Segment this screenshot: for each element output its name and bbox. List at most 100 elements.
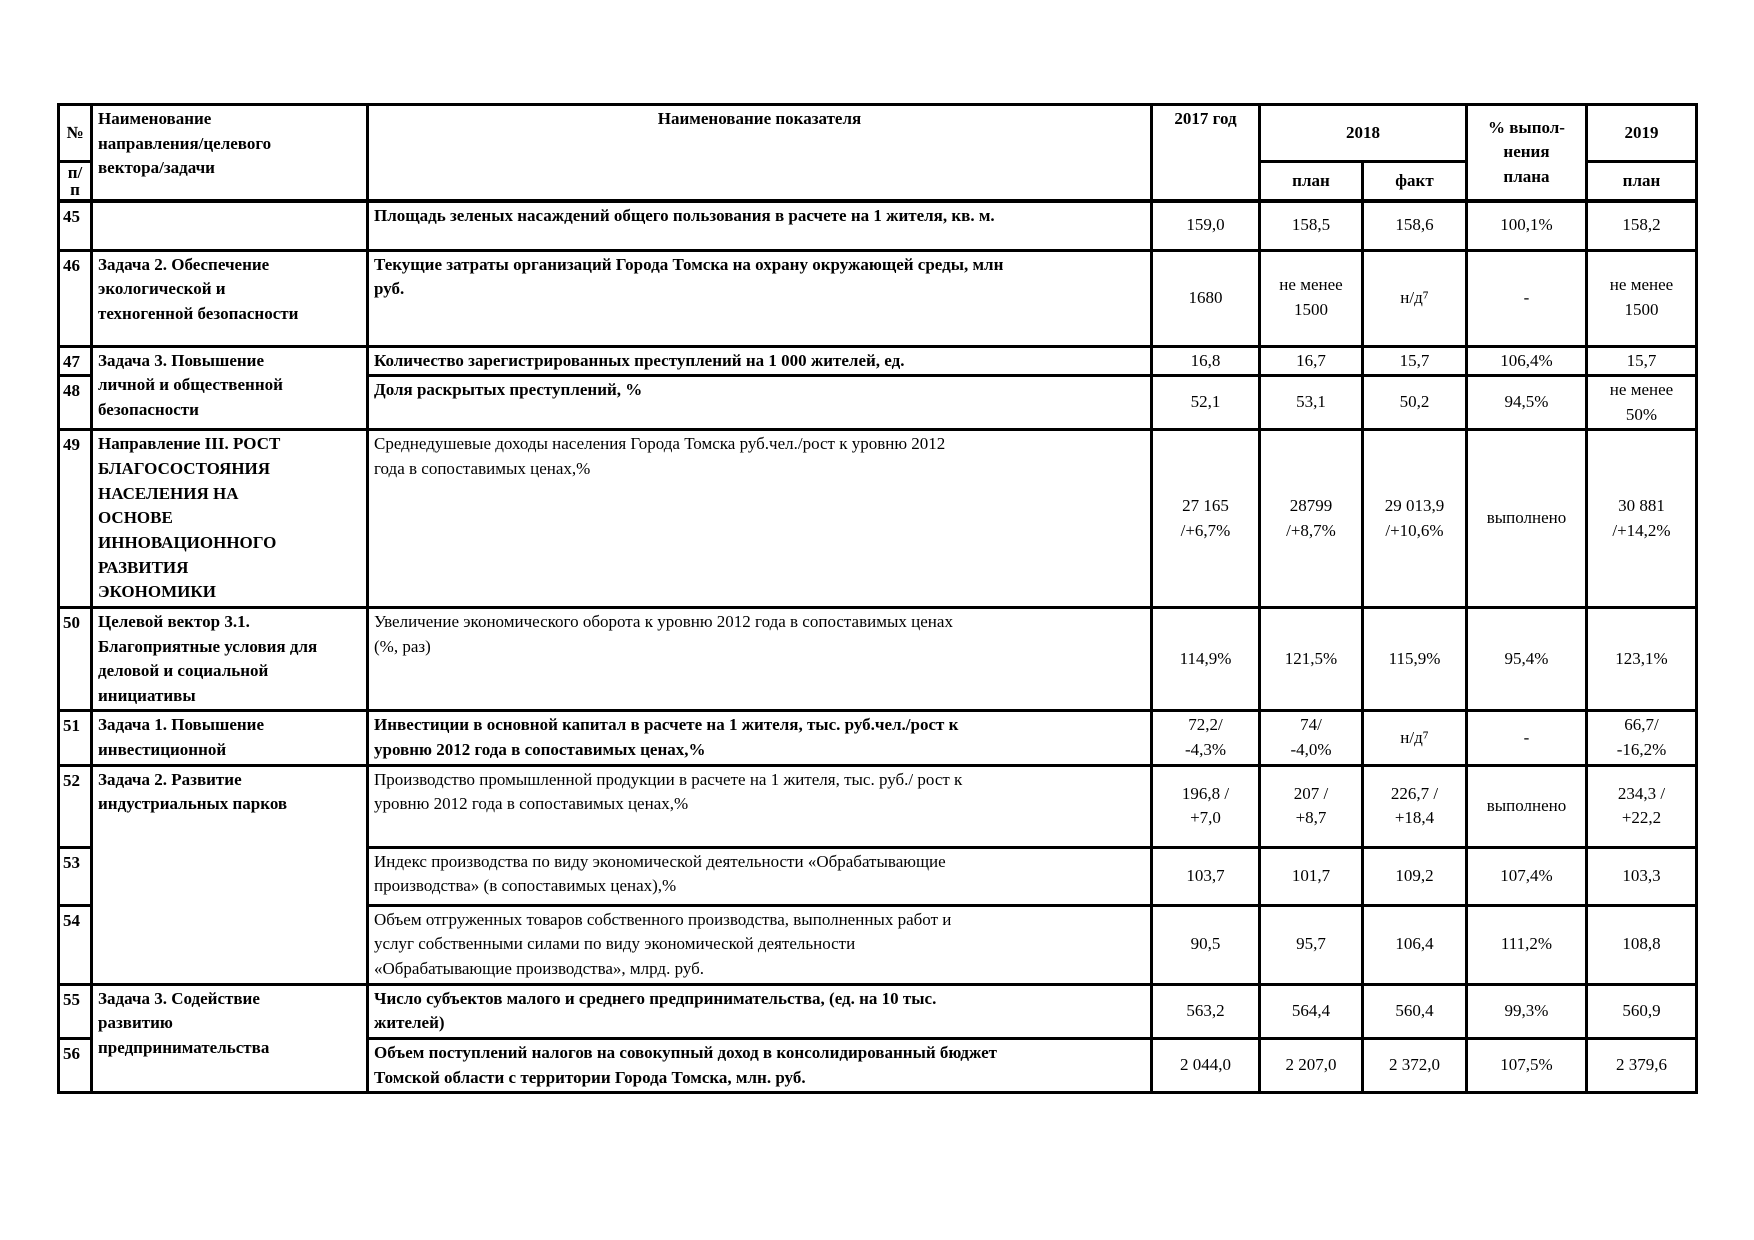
header-indicator: Наименование показателя <box>366 103 1153 203</box>
value-2018-plan-cell: 16,7 <box>1258 344 1364 378</box>
value-2017-cell: 196,8 / +7,0 <box>1150 763 1261 849</box>
value-2018-plan-cell: не менее 1500 <box>1258 248 1364 348</box>
value-2017-cell: 103,7 <box>1150 845 1261 907</box>
table-row: 46 Задача 2. Обеспечение экологической и… <box>57 248 1698 348</box>
table-row: 54 Объем отгруженных товаров собственног… <box>57 903 1698 986</box>
value-pct-cell: выполнено <box>1465 428 1588 609</box>
indicator-cell: Количество зарегистрированных преступлен… <box>366 344 1153 378</box>
value-2019-plan-cell: 234,3 / +22,2 <box>1585 763 1698 849</box>
value-2019-plan-cell: 2 379,6 <box>1585 1036 1698 1095</box>
table-row: 49 Направление III. РОСТ БЛАГОСОСТОЯНИЯ … <box>57 428 1698 609</box>
value-2018-fact-cell: н/д⁷ <box>1361 248 1468 348</box>
value-2017-cell: 159,0 <box>1150 199 1261 252</box>
value-2018-fact-cell: 226,7 / +18,4 <box>1361 763 1468 849</box>
value-2018-plan-cell: 158,5 <box>1258 199 1364 252</box>
value-2018-fact-cell: 115,9% <box>1361 605 1468 713</box>
indicator-cell: Доля раскрытых преступлений, % <box>366 374 1153 432</box>
row-number-cell: 50 <box>57 605 93 713</box>
table-row: 51 Задача 1. Повышение инвестиционной Ин… <box>57 709 1698 767</box>
value-2019-plan-cell: 103,3 <box>1585 845 1698 907</box>
value-2018-fact-cell: 29 013,9 /+10,6% <box>1361 428 1468 609</box>
direction-cell <box>90 199 369 252</box>
value-pct-cell: 106,4% <box>1465 344 1588 378</box>
value-2018-plan-cell: 2 207,0 <box>1258 1036 1364 1095</box>
indicator-cell: Объем отгруженных товаров собственного п… <box>366 903 1153 986</box>
direction-cell: Направление III. РОСТ БЛАГОСОСТОЯНИЯ НАС… <box>90 428 369 609</box>
value-2017-cell: 563,2 <box>1150 982 1261 1040</box>
value-2019-plan-cell: 108,8 <box>1585 903 1698 986</box>
table-row: 56 Объем поступлений налогов на совокупн… <box>57 1036 1698 1095</box>
value-2019-plan-cell: 560,9 <box>1585 982 1698 1040</box>
table-row: 47 Задача 3. Повышение личной и обществе… <box>57 344 1698 432</box>
indicator-cell: Индекс производства по виду экономическо… <box>366 845 1153 907</box>
value-2019-plan-cell: 15,7 <box>1585 344 1698 378</box>
value-pct-cell: 99,3% <box>1465 982 1588 1040</box>
header-pct: % выпол- нения плана <box>1465 103 1588 203</box>
row-number-cell: 53 <box>57 845 93 907</box>
value-2019-plan-cell: не менее 1500 <box>1585 248 1698 348</box>
header-2018-plan: план <box>1258 160 1364 203</box>
value-2019-plan-cell: не менее 50% <box>1585 374 1698 432</box>
header-2017: 2017 год <box>1150 103 1261 203</box>
header-2018-fact: факт <box>1361 160 1468 203</box>
value-2017-cell: 90,5 <box>1150 903 1261 986</box>
indicator-cell: Инвестиции в основной капитал в расчете … <box>366 709 1153 767</box>
table-row: 53 Индекс производства по виду экономиче… <box>57 845 1698 907</box>
header-2018: 2018 <box>1258 103 1468 163</box>
indicator-cell: Текущие затраты организаций Города Томск… <box>366 248 1153 348</box>
value-pct-cell: - <box>1465 709 1588 767</box>
value-2018-plan-cell: 74/ -4,0% <box>1258 709 1364 767</box>
value-2019-plan-cell: 158,2 <box>1585 199 1698 252</box>
value-2019-plan-cell: 30 881 /+14,2% <box>1585 428 1698 609</box>
value-2018-fact-cell: н/д⁷ <box>1361 709 1468 767</box>
row-number-cell: 45 <box>57 199 93 252</box>
indicator-cell: Увеличение экономического оборота к уров… <box>366 605 1153 713</box>
table-row: 48 Доля раскрытых преступлений, % 52,1 5… <box>57 374 1698 432</box>
header-2019-plan: план <box>1585 160 1698 203</box>
row-number-cell: 56 <box>57 1036 93 1095</box>
value-2019-plan-cell: 66,7/ -16,2% <box>1585 709 1698 767</box>
header-2019: 2019 <box>1585 103 1698 163</box>
direction-cell: Задача 1. Повышение инвестиционной <box>90 709 369 767</box>
table-row: 45 Площадь зеленых насаждений общего пол… <box>57 199 1698 252</box>
value-2017-cell: 1680 <box>1150 248 1261 348</box>
value-pct-cell: 95,4% <box>1465 605 1588 713</box>
value-2018-plan-cell: 207 / +8,7 <box>1258 763 1364 849</box>
header-num-pp: п/ п <box>57 160 93 203</box>
table-row: 50 Целевой вектор 3.1. Благоприятные усл… <box>57 605 1698 713</box>
value-pct-cell: 111,2% <box>1465 903 1588 986</box>
row-number-cell: 49 <box>57 428 93 609</box>
header-num: № <box>57 103 93 163</box>
value-pct-cell: 107,5% <box>1465 1036 1588 1095</box>
value-2017-cell: 114,9% <box>1150 605 1261 713</box>
value-pct-cell: - <box>1465 248 1588 348</box>
value-2018-plan-cell: 101,7 <box>1258 845 1364 907</box>
value-2018-fact-cell: 109,2 <box>1361 845 1468 907</box>
row-number-cell: 52 <box>57 763 93 849</box>
indicator-cell: Среднедушевые доходы населения Города То… <box>366 428 1153 609</box>
value-2018-fact-cell: 158,6 <box>1361 199 1468 252</box>
value-2017-cell: 16,8 <box>1150 344 1261 378</box>
value-2017-cell: 52,1 <box>1150 374 1261 432</box>
value-2018-plan-cell: 28799 /+8,7% <box>1258 428 1364 609</box>
value-pct-cell: 107,4% <box>1465 845 1588 907</box>
indicator-cell: Число субъектов малого и среднего предпр… <box>366 982 1153 1040</box>
indicator-cell: Площадь зеленых насаждений общего пользо… <box>366 199 1153 252</box>
value-2018-fact-cell: 50,2 <box>1361 374 1468 432</box>
direction-cell: Задача 3. Содействие развитию предприним… <box>90 982 369 1095</box>
row-number-cell: 51 <box>57 709 93 767</box>
performance-indicators-table: № Наименование направления/целевого вект… <box>57 103 1698 1095</box>
row-number-cell: 48 <box>57 374 93 432</box>
value-2017-cell: 72,2/ -4,3% <box>1150 709 1261 767</box>
value-2019-plan-cell: 123,1% <box>1585 605 1698 713</box>
row-number-cell: 47 <box>57 344 93 378</box>
direction-cell: Задача 3. Повышение личной и общественно… <box>90 344 369 432</box>
direction-cell: Задача 2. Обеспечение экологической и те… <box>90 248 369 348</box>
value-2018-plan-cell: 53,1 <box>1258 374 1364 432</box>
row-number-cell: 54 <box>57 903 93 986</box>
table-row: 52 Задача 2. Развитие индустриальных пар… <box>57 763 1698 986</box>
direction-cell: Задача 2. Развитие индустриальных парков <box>90 763 369 986</box>
value-2018-plan-cell: 564,4 <box>1258 982 1364 1040</box>
header-direction: Наименование направления/целевого вектор… <box>90 103 369 203</box>
